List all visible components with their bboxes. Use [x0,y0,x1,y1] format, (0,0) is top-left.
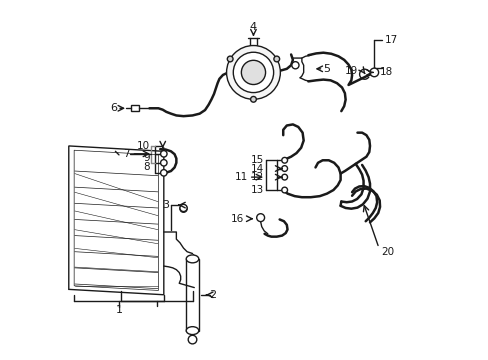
Text: 19: 19 [344,66,357,76]
Circle shape [281,166,287,171]
Circle shape [250,96,256,102]
Text: 1: 1 [115,305,122,315]
Text: 15: 15 [250,155,264,165]
Text: 9: 9 [143,153,150,163]
Ellipse shape [186,327,198,334]
Text: 2: 2 [209,290,216,300]
Ellipse shape [186,255,198,263]
Text: 17: 17 [384,35,397,45]
Circle shape [160,170,167,176]
Circle shape [281,157,287,163]
Circle shape [227,56,233,62]
Text: 14: 14 [250,163,264,174]
Circle shape [160,159,167,166]
Text: 11: 11 [234,172,247,182]
Circle shape [241,60,265,85]
Text: 12: 12 [250,172,264,182]
Text: 18: 18 [379,67,392,77]
Circle shape [226,45,280,99]
Text: 13: 13 [250,185,264,195]
Circle shape [233,52,273,93]
Polygon shape [69,146,163,295]
Text: 7: 7 [123,149,129,159]
Text: 20: 20 [381,247,394,257]
Text: 5: 5 [323,64,330,74]
Circle shape [180,204,187,212]
Text: 6: 6 [110,103,117,113]
Circle shape [180,205,187,212]
Circle shape [291,62,298,69]
Text: 10: 10 [137,141,150,151]
Circle shape [256,214,264,222]
Circle shape [188,335,196,344]
Polygon shape [74,150,158,291]
Text: 3: 3 [162,200,169,210]
Circle shape [160,150,167,157]
Text: 4: 4 [249,22,257,32]
Bar [131,105,139,111]
Circle shape [281,174,287,180]
Circle shape [273,56,279,62]
Bar [186,259,198,330]
Text: 16: 16 [230,214,244,224]
Circle shape [281,187,287,193]
Circle shape [369,68,378,77]
Text: 8: 8 [143,162,150,172]
